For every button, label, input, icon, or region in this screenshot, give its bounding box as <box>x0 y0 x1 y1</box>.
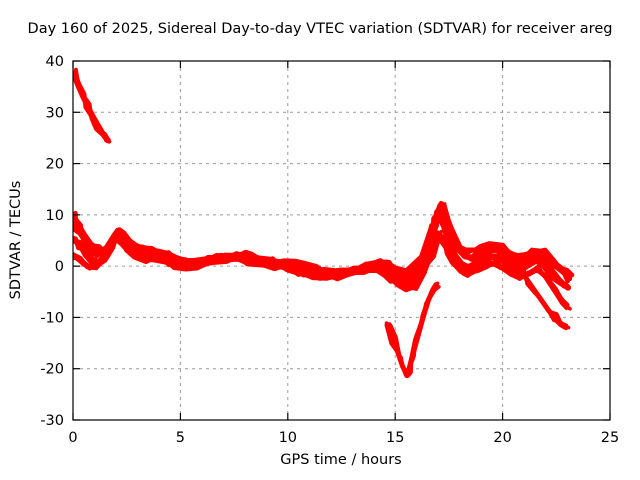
y-axis-label: SDTVAR / TECUs <box>8 181 24 300</box>
data-series-scatter <box>73 67 112 144</box>
x-tick-label: 20 <box>493 430 511 446</box>
data-series-scatter <box>73 229 569 311</box>
y-tick-label: 30 <box>46 105 64 121</box>
x-tick-label: 25 <box>601 430 619 446</box>
x-tick-label: 10 <box>279 430 297 446</box>
x-tick-label: 0 <box>68 430 77 446</box>
y-tick-label: 20 <box>46 157 64 173</box>
y-tick-label: 10 <box>46 208 64 224</box>
y-tick-label: 40 <box>46 54 64 70</box>
data-series-scatter <box>384 281 440 379</box>
y-tick-label: -10 <box>40 310 64 326</box>
y-tick-label: -30 <box>40 413 64 429</box>
x-tick-label: 5 <box>176 430 185 446</box>
gridlines <box>73 61 610 420</box>
x-tick-label: 15 <box>386 430 404 446</box>
y-tick-label: 0 <box>55 259 64 275</box>
y-tick-label: -20 <box>40 362 64 378</box>
data-series-scatter <box>500 254 571 330</box>
axis-ticks <box>72 60 611 421</box>
data-series-layer <box>73 67 575 379</box>
axis-tick-labels: -30 -20 -10 0 10 20 30 40 0 5 10 15 20 25 <box>40 54 619 446</box>
data-series-scatter <box>73 203 567 277</box>
data-series-scatter <box>73 202 571 277</box>
chart-title: Day 160 of 2025, Sidereal Day-to-day VTE… <box>28 21 613 37</box>
plot-frame <box>72 60 611 421</box>
x-axis-label: GPS time / hours <box>280 452 401 468</box>
